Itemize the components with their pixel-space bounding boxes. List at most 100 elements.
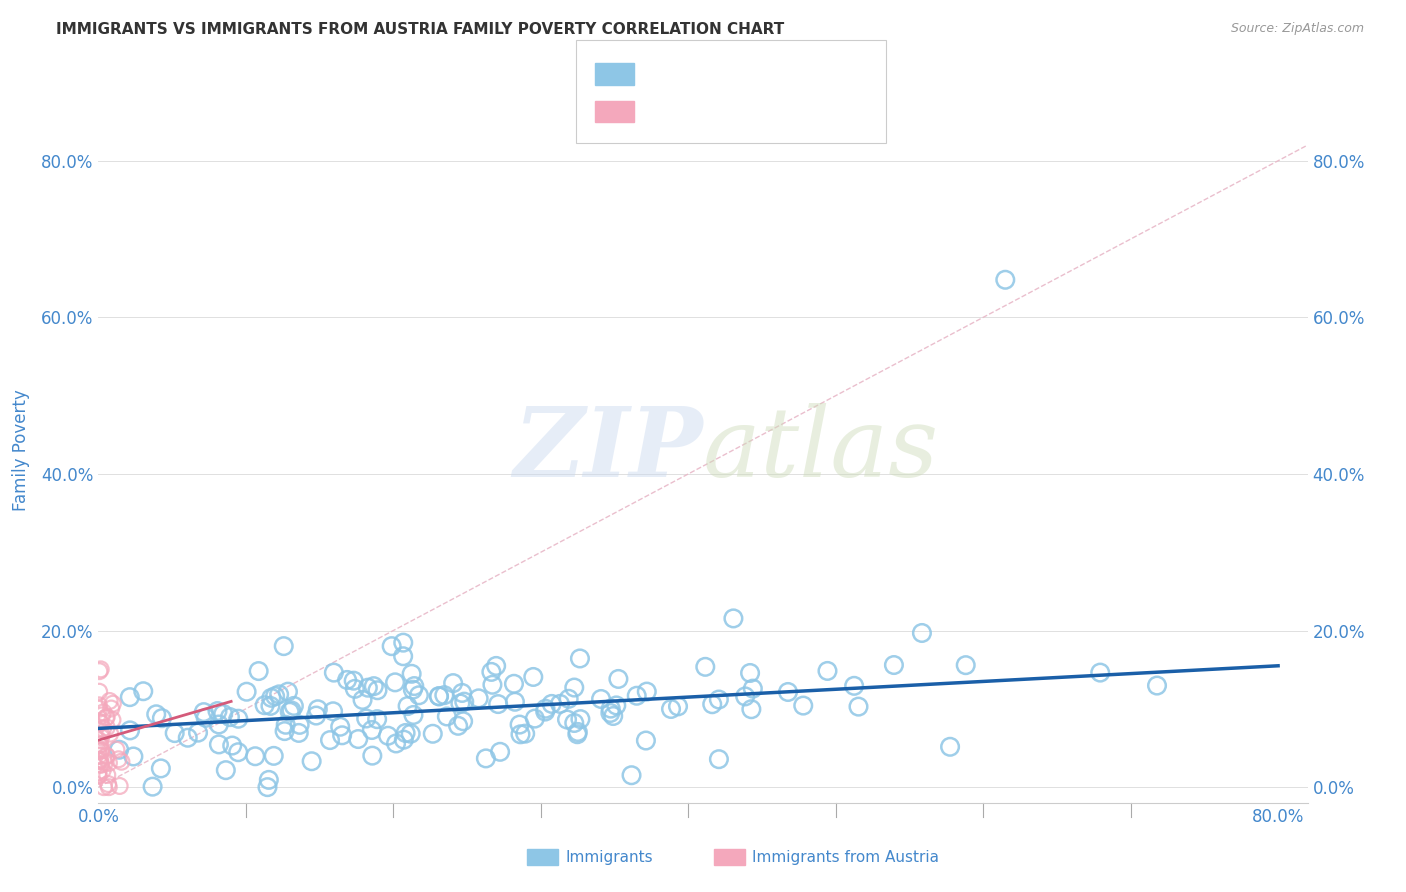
Point	[177, 731, 200, 745]
Point	[555, 713, 578, 727]
Text: 48: 48	[772, 104, 799, 119]
Point	[110, 755, 132, 769]
Point	[427, 690, 450, 704]
Point	[93, 780, 115, 794]
Point	[100, 701, 122, 715]
Point	[96, 768, 118, 782]
Point	[404, 679, 426, 693]
Point	[377, 729, 399, 743]
Point	[844, 679, 866, 693]
Point	[245, 749, 267, 764]
Point	[515, 726, 537, 740]
Text: Immigrants: Immigrants	[565, 850, 652, 864]
Point	[562, 681, 585, 695]
Point	[108, 743, 131, 757]
Point	[427, 689, 450, 703]
Point	[707, 752, 730, 766]
Point	[253, 698, 276, 713]
Point	[939, 739, 962, 754]
Point	[259, 698, 281, 713]
Point	[278, 705, 301, 719]
Text: 0.271: 0.271	[676, 67, 724, 81]
Point	[89, 757, 111, 772]
Point	[741, 681, 763, 696]
Point	[163, 726, 186, 740]
Point	[523, 712, 546, 726]
Point	[626, 689, 648, 703]
Point	[87, 754, 110, 768]
Point	[522, 670, 544, 684]
Point	[122, 749, 145, 764]
Point	[96, 748, 118, 763]
Point	[273, 724, 295, 739]
Point	[226, 712, 249, 726]
Point	[322, 704, 344, 718]
Point	[634, 733, 657, 747]
Point	[96, 721, 118, 735]
Text: 0.373: 0.373	[676, 104, 724, 119]
Point	[605, 698, 627, 713]
Point	[322, 665, 344, 680]
Point	[145, 707, 167, 722]
Point	[288, 726, 311, 740]
Point	[451, 714, 474, 729]
Point	[277, 684, 299, 698]
Point	[602, 709, 624, 723]
Point	[666, 699, 689, 714]
Point	[307, 702, 329, 716]
Point	[848, 699, 870, 714]
Point	[87, 733, 110, 747]
Point	[90, 730, 112, 744]
Point	[994, 273, 1017, 287]
Point	[87, 769, 110, 783]
Point	[90, 743, 112, 757]
Point	[149, 761, 172, 775]
Point	[97, 777, 120, 791]
Point	[274, 718, 297, 732]
Text: IMMIGRANTS VS IMMIGRANTS FROM AUSTRIA FAMILY POVERTY CORRELATION CHART: IMMIGRANTS VS IMMIGRANTS FROM AUSTRIA FA…	[56, 22, 785, 37]
Point	[453, 695, 475, 709]
Point	[548, 697, 571, 711]
Text: atlas: atlas	[703, 403, 939, 498]
Point	[273, 639, 295, 653]
Point	[150, 711, 173, 725]
Point	[219, 710, 242, 724]
Point	[361, 748, 384, 763]
Point	[101, 697, 124, 711]
Point	[557, 691, 579, 706]
Point	[90, 708, 112, 723]
Point	[392, 732, 415, 747]
Point	[347, 732, 370, 747]
Point	[247, 664, 270, 678]
Point	[475, 751, 498, 765]
Point	[87, 768, 110, 782]
Point	[392, 649, 415, 664]
Point	[221, 739, 243, 753]
Point	[90, 662, 112, 676]
Point	[366, 712, 388, 726]
Point	[97, 756, 120, 770]
Point	[776, 685, 799, 699]
Point	[659, 702, 682, 716]
Text: ZIP: ZIP	[513, 403, 703, 498]
Point	[723, 611, 745, 625]
Point	[89, 664, 111, 678]
Text: R =: R =	[644, 104, 678, 119]
Point	[366, 683, 388, 698]
Point	[451, 686, 474, 700]
Point	[91, 764, 114, 778]
Point	[212, 706, 235, 721]
Point	[562, 716, 585, 731]
Point	[90, 715, 112, 730]
Point	[343, 681, 366, 696]
Point	[620, 768, 643, 782]
Point	[599, 706, 621, 720]
Point	[384, 675, 406, 690]
Point	[392, 635, 415, 649]
Point	[226, 745, 249, 759]
Point	[734, 690, 756, 704]
Point	[489, 745, 512, 759]
Point	[408, 688, 430, 702]
Point	[399, 727, 422, 741]
Point	[354, 712, 377, 726]
